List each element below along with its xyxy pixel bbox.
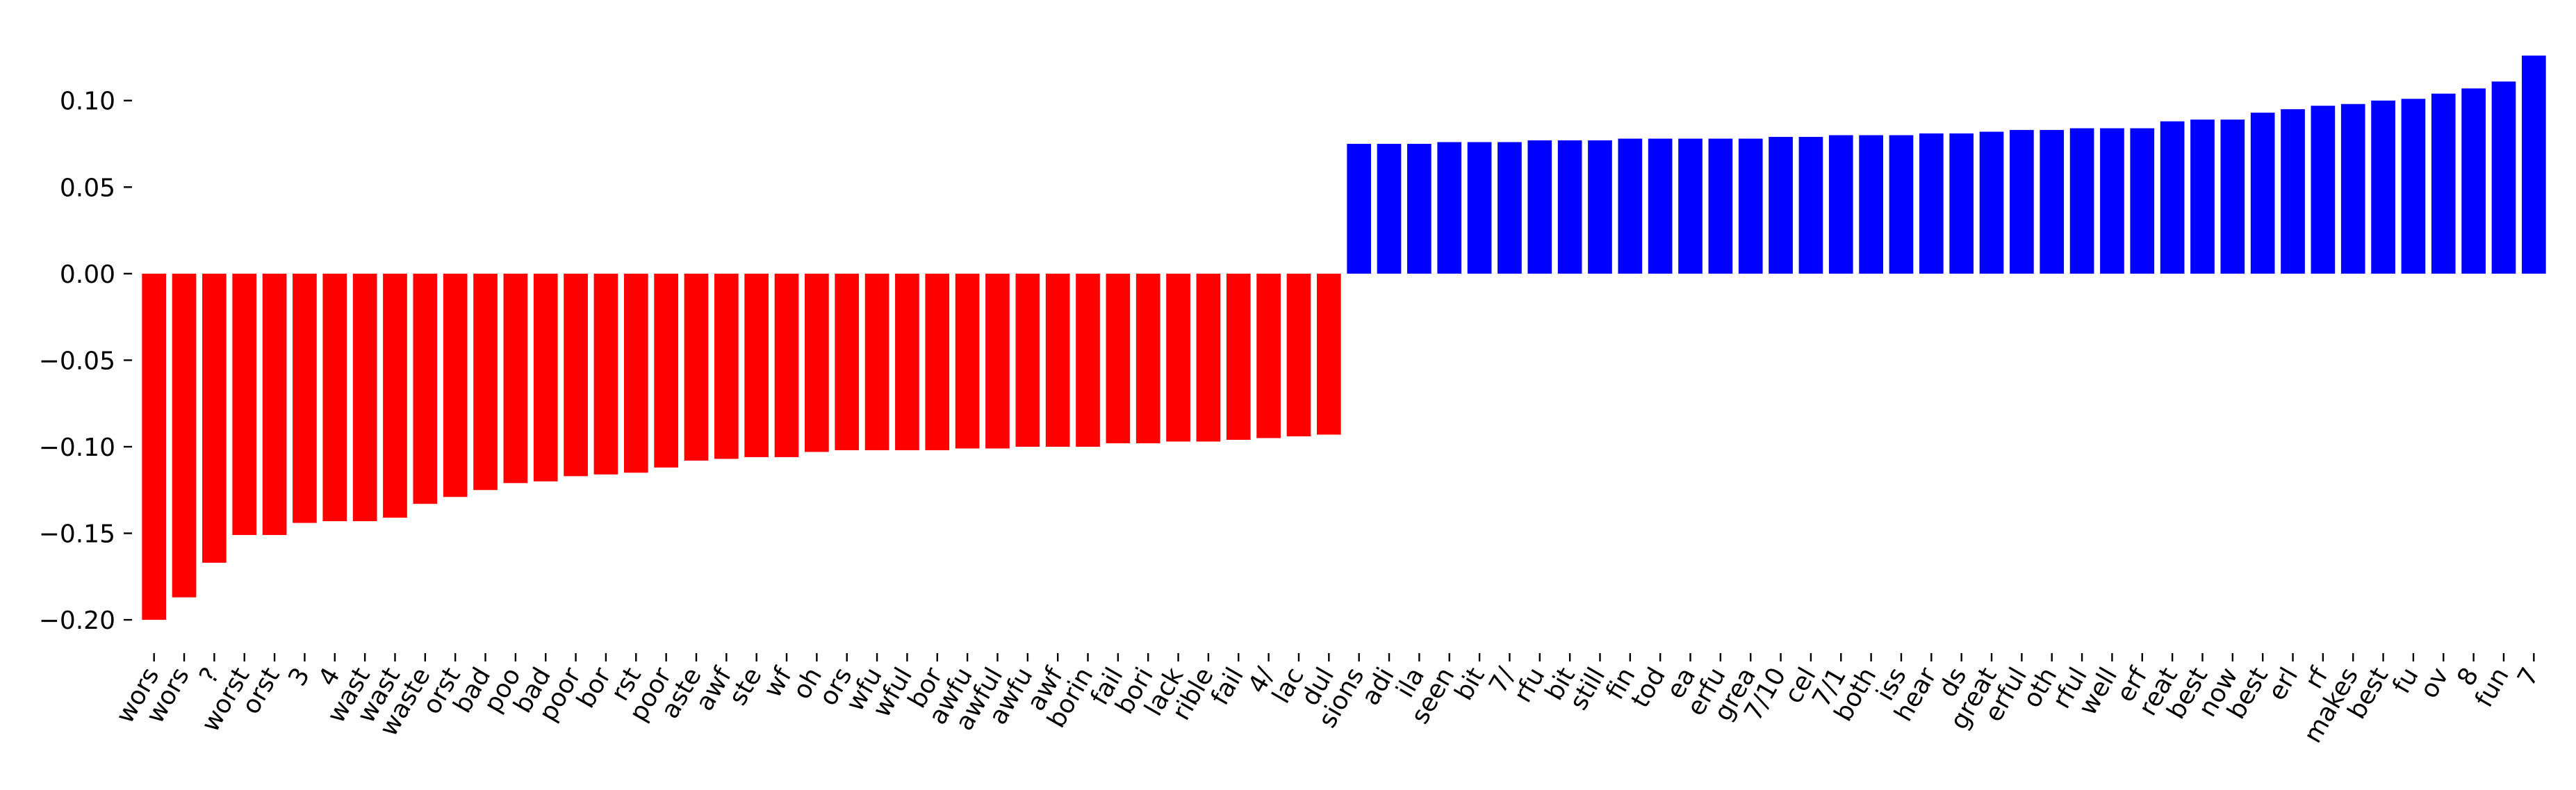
bar (1286, 273, 1311, 437)
bar (1738, 138, 1763, 274)
bar (835, 273, 860, 450)
bar (2371, 100, 2395, 274)
y-tick-label: −0.20 (39, 607, 115, 635)
bar (1166, 273, 1190, 442)
bar (293, 273, 317, 523)
bar (1798, 137, 1823, 274)
bar (1076, 273, 1100, 447)
bar (443, 273, 468, 497)
bar (1196, 273, 1221, 442)
bar (1527, 140, 1552, 274)
bar (262, 273, 287, 536)
bar (2311, 106, 2336, 274)
bar (744, 273, 769, 457)
x-tick-label: fail (1206, 663, 1249, 710)
bar (352, 273, 377, 522)
bar (413, 273, 438, 504)
bar (593, 273, 618, 475)
y-tick-label: −0.15 (39, 520, 115, 549)
bar (1226, 273, 1251, 441)
bar (473, 273, 498, 491)
bar (925, 273, 950, 450)
bar (774, 273, 799, 457)
bar (322, 273, 347, 522)
bar (864, 273, 889, 450)
bar (232, 273, 257, 536)
bar (2401, 99, 2426, 274)
bar (1135, 273, 1160, 443)
y-tick-label: 0.00 (60, 261, 115, 289)
bar (1979, 131, 2004, 274)
y-tick-label: −0.05 (39, 347, 115, 375)
bar (1859, 135, 1883, 274)
bar (1828, 135, 1853, 274)
x-tick-label: 3 (283, 663, 315, 691)
bar (623, 273, 648, 473)
bar (2220, 120, 2245, 274)
bar (2100, 128, 2124, 274)
bar (1949, 133, 1974, 274)
x-tick-label: fun (2470, 663, 2515, 712)
bar (1377, 144, 1402, 274)
bar (955, 273, 980, 449)
bar (714, 273, 739, 459)
bar (2190, 120, 2215, 274)
x-tick-label: erl (2263, 663, 2304, 705)
x-tick-label: 7 (2512, 663, 2545, 691)
bar (2281, 109, 2305, 274)
bar (2160, 121, 2185, 274)
bar (1015, 273, 1040, 447)
bar (2040, 130, 2065, 274)
bar (2461, 88, 2486, 274)
bar (2250, 113, 2275, 274)
bar (1889, 135, 1914, 274)
bar (1256, 273, 1281, 438)
y-tick-label: −0.10 (39, 434, 115, 462)
bar (2491, 81, 2516, 274)
bar (1498, 142, 1522, 274)
bar (2340, 104, 2365, 274)
bar (1588, 140, 1612, 274)
bar (2069, 128, 2094, 274)
bar (1557, 140, 1582, 274)
y-tick-label: 0.05 (60, 174, 115, 202)
bar (564, 273, 588, 477)
bar (1045, 273, 1070, 447)
bar (1467, 142, 1492, 274)
bar (1769, 137, 1793, 274)
bar (654, 273, 678, 468)
bar (172, 273, 197, 598)
y-tick-label: 0.10 (60, 88, 115, 116)
bar (2130, 128, 2155, 274)
bar (985, 273, 1010, 449)
bar (1347, 144, 1372, 274)
bar (1106, 273, 1131, 443)
bar (1407, 144, 1431, 274)
bar (1618, 138, 1643, 274)
bar (202, 273, 227, 563)
bar (1648, 138, 1673, 274)
bar (1678, 138, 1703, 274)
bar (1919, 133, 1944, 274)
bar (2431, 93, 2456, 274)
bar (1316, 273, 1341, 435)
bar (1437, 142, 1462, 274)
bar (2010, 130, 2034, 274)
bar (503, 273, 528, 484)
bar (895, 273, 919, 450)
bar (142, 273, 167, 620)
bar (2521, 55, 2546, 274)
bar (533, 273, 558, 482)
bar (1708, 138, 1733, 274)
x-tick-label: ov (2415, 663, 2454, 703)
bar (684, 273, 709, 461)
bar (805, 273, 829, 452)
bar (383, 273, 407, 518)
